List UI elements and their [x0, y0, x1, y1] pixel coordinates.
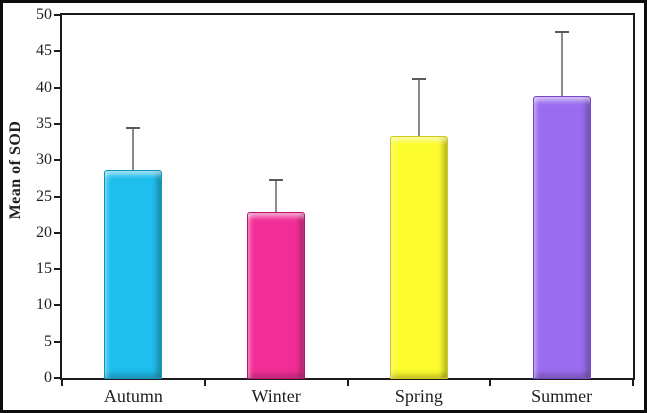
x-axis-label-autumn: Autumn	[103, 386, 163, 406]
error-bar-cap	[269, 178, 284, 181]
y-axis-tick	[54, 340, 61, 343]
y-tick-label: 30	[36, 151, 52, 169]
y-axis-tick	[54, 377, 61, 379]
bar-autumn	[104, 169, 163, 379]
error-bar-cap	[126, 126, 141, 129]
error-bar-line	[417, 78, 420, 137]
y-tick-label: 45	[36, 42, 52, 60]
x-axis-tick	[632, 380, 634, 386]
y-axis-tick	[54, 231, 61, 234]
x-axis-label-summer: Summer	[531, 386, 593, 406]
y-tick-label: 15	[36, 260, 52, 278]
y-tick-label: 50	[36, 6, 52, 23]
y-axis-tick	[54, 268, 61, 271]
x-axis-label-spring: Spring	[394, 386, 443, 406]
bar-spring	[389, 136, 448, 379]
error-bar-line	[275, 179, 278, 213]
y-axis-tick	[54, 50, 61, 53]
y-tick-label: 0	[44, 369, 52, 386]
bar-winter	[247, 212, 306, 379]
y-axis-tick	[54, 159, 61, 162]
y-axis-tick	[54, 14, 61, 16]
x-axis-label-winter: Winter	[251, 386, 301, 406]
y-tick-label: 35	[36, 114, 52, 132]
y-tick-label: 5	[44, 332, 52, 350]
y-tick-label: 10	[36, 296, 52, 314]
y-axis-tick	[54, 122, 61, 125]
error-bar-line	[560, 32, 563, 97]
error-bar-cap	[411, 77, 426, 80]
x-axis-tick	[61, 380, 63, 386]
bar-summer	[532, 96, 591, 379]
y-axis-tick	[54, 195, 61, 198]
x-axis-tick	[489, 380, 492, 386]
error-bar-line	[132, 127, 135, 170]
y-axis-tick	[54, 86, 61, 89]
y-tick-label: 40	[36, 78, 52, 96]
error-bar-cap	[554, 31, 569, 34]
y-axis-tick	[54, 304, 61, 307]
y-tick-label: 25	[36, 187, 52, 205]
y-tick-label: 20	[36, 223, 52, 241]
x-axis-tick	[203, 380, 206, 386]
x-axis-tick	[346, 380, 349, 386]
